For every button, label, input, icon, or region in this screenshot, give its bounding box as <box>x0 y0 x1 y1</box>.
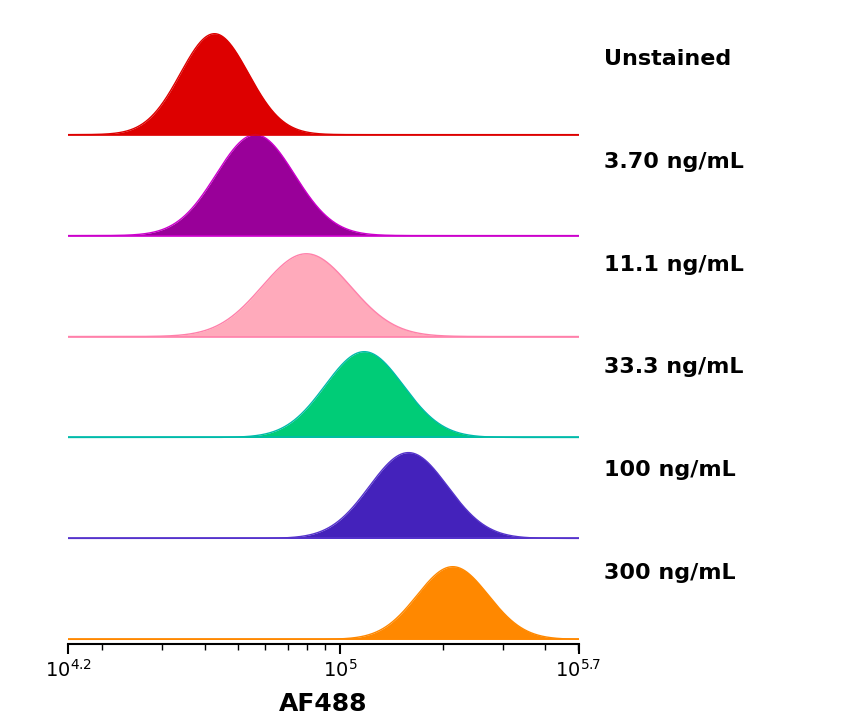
Text: 11.1 ng/mL: 11.1 ng/mL <box>604 255 744 275</box>
Text: 3.70 ng/mL: 3.70 ng/mL <box>604 152 744 172</box>
Text: 33.3 ng/mL: 33.3 ng/mL <box>604 357 744 377</box>
Text: Unstained: Unstained <box>604 49 732 69</box>
Text: 100 ng/mL: 100 ng/mL <box>604 460 736 480</box>
Text: 300 ng/mL: 300 ng/mL <box>604 563 736 583</box>
X-axis label: AF488: AF488 <box>279 692 368 716</box>
